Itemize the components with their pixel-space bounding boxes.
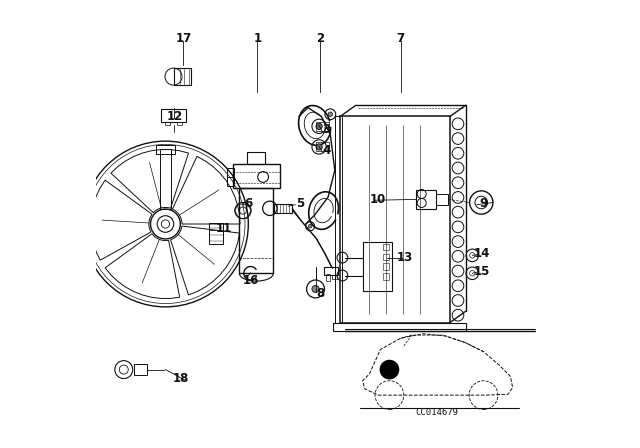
Bar [239,188,273,273]
Text: 18: 18 [173,372,189,385]
Text: 10: 10 [370,193,387,206]
Text: 7: 7 [397,31,404,45]
Text: 4: 4 [323,143,331,157]
Text: 11: 11 [216,222,232,235]
Bar [316,122,329,131]
Bar [161,109,186,122]
Text: 5: 5 [296,197,304,211]
Circle shape [312,285,319,293]
Bar [177,122,182,125]
Bar [233,164,280,188]
Circle shape [380,360,399,379]
Bar [383,254,390,260]
Text: 14: 14 [474,246,490,260]
Bar [416,190,436,209]
Bar [333,323,465,331]
Bar [335,116,342,323]
Bar [164,122,170,125]
Circle shape [316,123,323,129]
Text: 2: 2 [316,31,324,45]
Bar [383,244,390,250]
Circle shape [308,224,312,228]
Text: 15: 15 [474,264,490,278]
Text: 16: 16 [243,273,259,287]
Bar [332,275,337,279]
Text: CC014679: CC014679 [415,408,458,417]
Bar [134,364,147,375]
Bar [156,145,175,154]
Bar [160,149,171,209]
Text: 3: 3 [323,123,331,137]
Bar [316,142,329,151]
Bar [436,194,448,205]
Bar [209,223,223,244]
Circle shape [316,144,323,150]
Bar [383,273,390,280]
Bar [326,274,330,281]
Bar [275,204,292,213]
Circle shape [328,112,333,116]
Text: 12: 12 [166,110,182,123]
Bar [324,267,338,275]
Bar [383,263,390,270]
Bar [173,68,191,85]
Bar [340,116,450,323]
Bar [362,242,392,291]
Bar [227,168,234,186]
Text: 9: 9 [479,197,488,211]
Text: 8: 8 [316,287,324,300]
Text: 6: 6 [244,197,252,211]
Text: 17: 17 [175,31,191,45]
Text: 13: 13 [397,251,413,264]
Bar [248,152,266,164]
Text: 1: 1 [253,31,261,45]
